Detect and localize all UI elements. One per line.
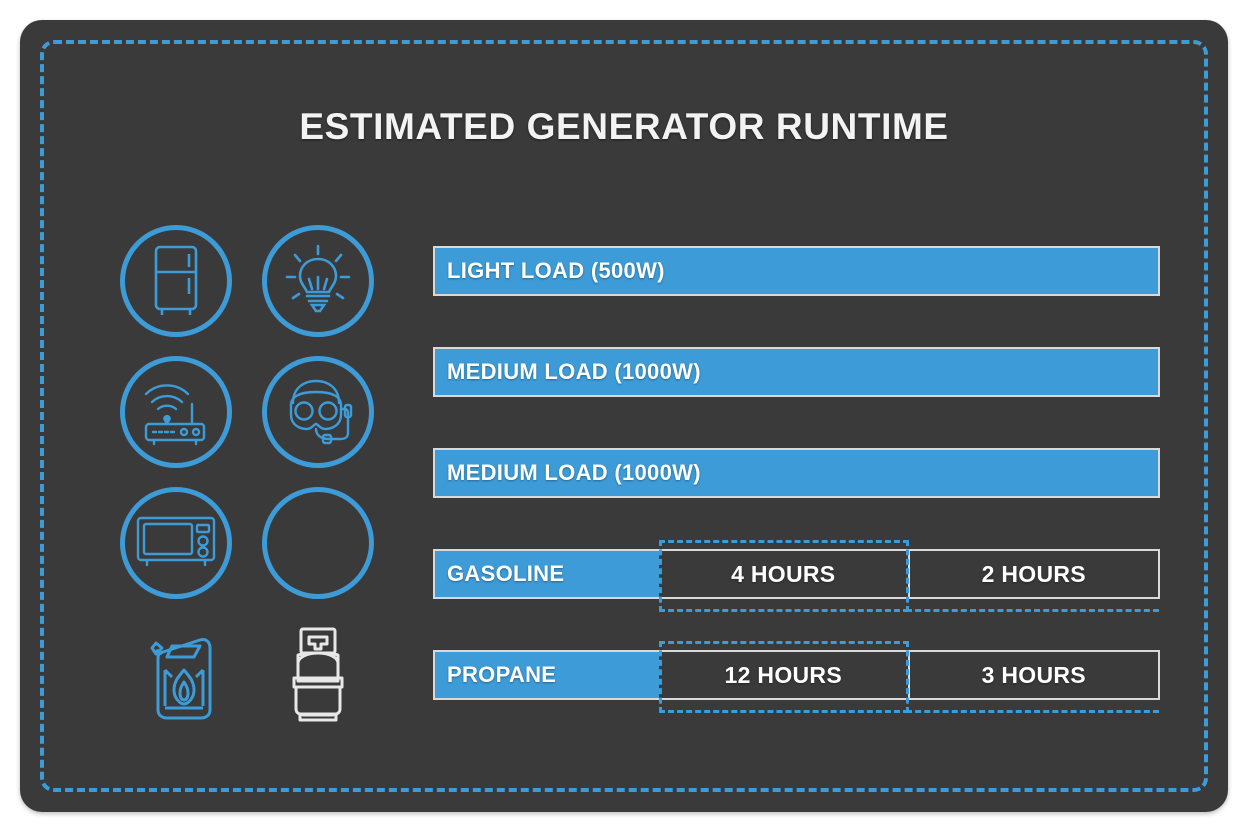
fuel-row-propane: PROPANE 12 HOURS 3 HOURS [433, 641, 1160, 713]
runtime-bar-chart: LIGHT LOAD (500W) MEDIUM LOAD (1000W) ME… [433, 246, 1160, 751]
icon-row [120, 356, 380, 468]
gasoline-can-icon [120, 618, 232, 730]
cpap-mask-icon [262, 356, 374, 468]
appliance-icon-grid [120, 225, 380, 749]
icon-row [120, 225, 380, 337]
propane-tank-icon [262, 618, 374, 730]
light-bulb-icon [262, 225, 374, 337]
icon-row [120, 487, 380, 599]
page-title: ESTIMATED GENERATOR RUNTIME [299, 106, 949, 147]
wifi-router-icon [120, 356, 232, 468]
icon-row [120, 618, 380, 730]
load-bar-label: MEDIUM LOAD (1000W) [447, 460, 701, 485]
load-bar: MEDIUM LOAD (1000W) [433, 347, 1160, 397]
icon-cell [120, 356, 232, 468]
refrigerator-icon [120, 225, 232, 337]
load-bar: LIGHT LOAD (500W) [433, 246, 1160, 296]
fuel-row-label: PROPANE [435, 652, 659, 698]
load-bar: MEDIUM LOAD (1000W) [433, 448, 1160, 498]
fuel-runtime-medium: 3 HOURS [907, 652, 1158, 698]
fuel-runtime-light: 4 HOURS [659, 551, 908, 597]
icon-cell [120, 225, 232, 337]
fuel-runtime-light: 12 HOURS [659, 652, 908, 698]
icon-cell [262, 618, 374, 730]
dashed-tail [906, 609, 1159, 612]
fuel-row-gasoline: GASOLINE 4 HOURS 2 HOURS [433, 540, 1160, 612]
fuel-runtime-medium: 2 HOURS [907, 551, 1158, 597]
empty-circle-icon [262, 487, 374, 599]
icon-cell [262, 225, 374, 337]
icon-cell [120, 618, 232, 730]
fuel-row-label: GASOLINE [435, 551, 659, 597]
icon-cell [120, 487, 232, 599]
icon-cell [262, 356, 374, 468]
microwave-icon [120, 487, 232, 599]
icon-cell [262, 487, 374, 599]
load-bar-label: MEDIUM LOAD (1000W) [447, 359, 701, 384]
infographic-card: ESTIMATED GENERATOR RUNTIME [20, 20, 1228, 812]
dashed-tail [906, 710, 1159, 713]
load-bar-label: LIGHT LOAD (500W) [447, 258, 665, 283]
